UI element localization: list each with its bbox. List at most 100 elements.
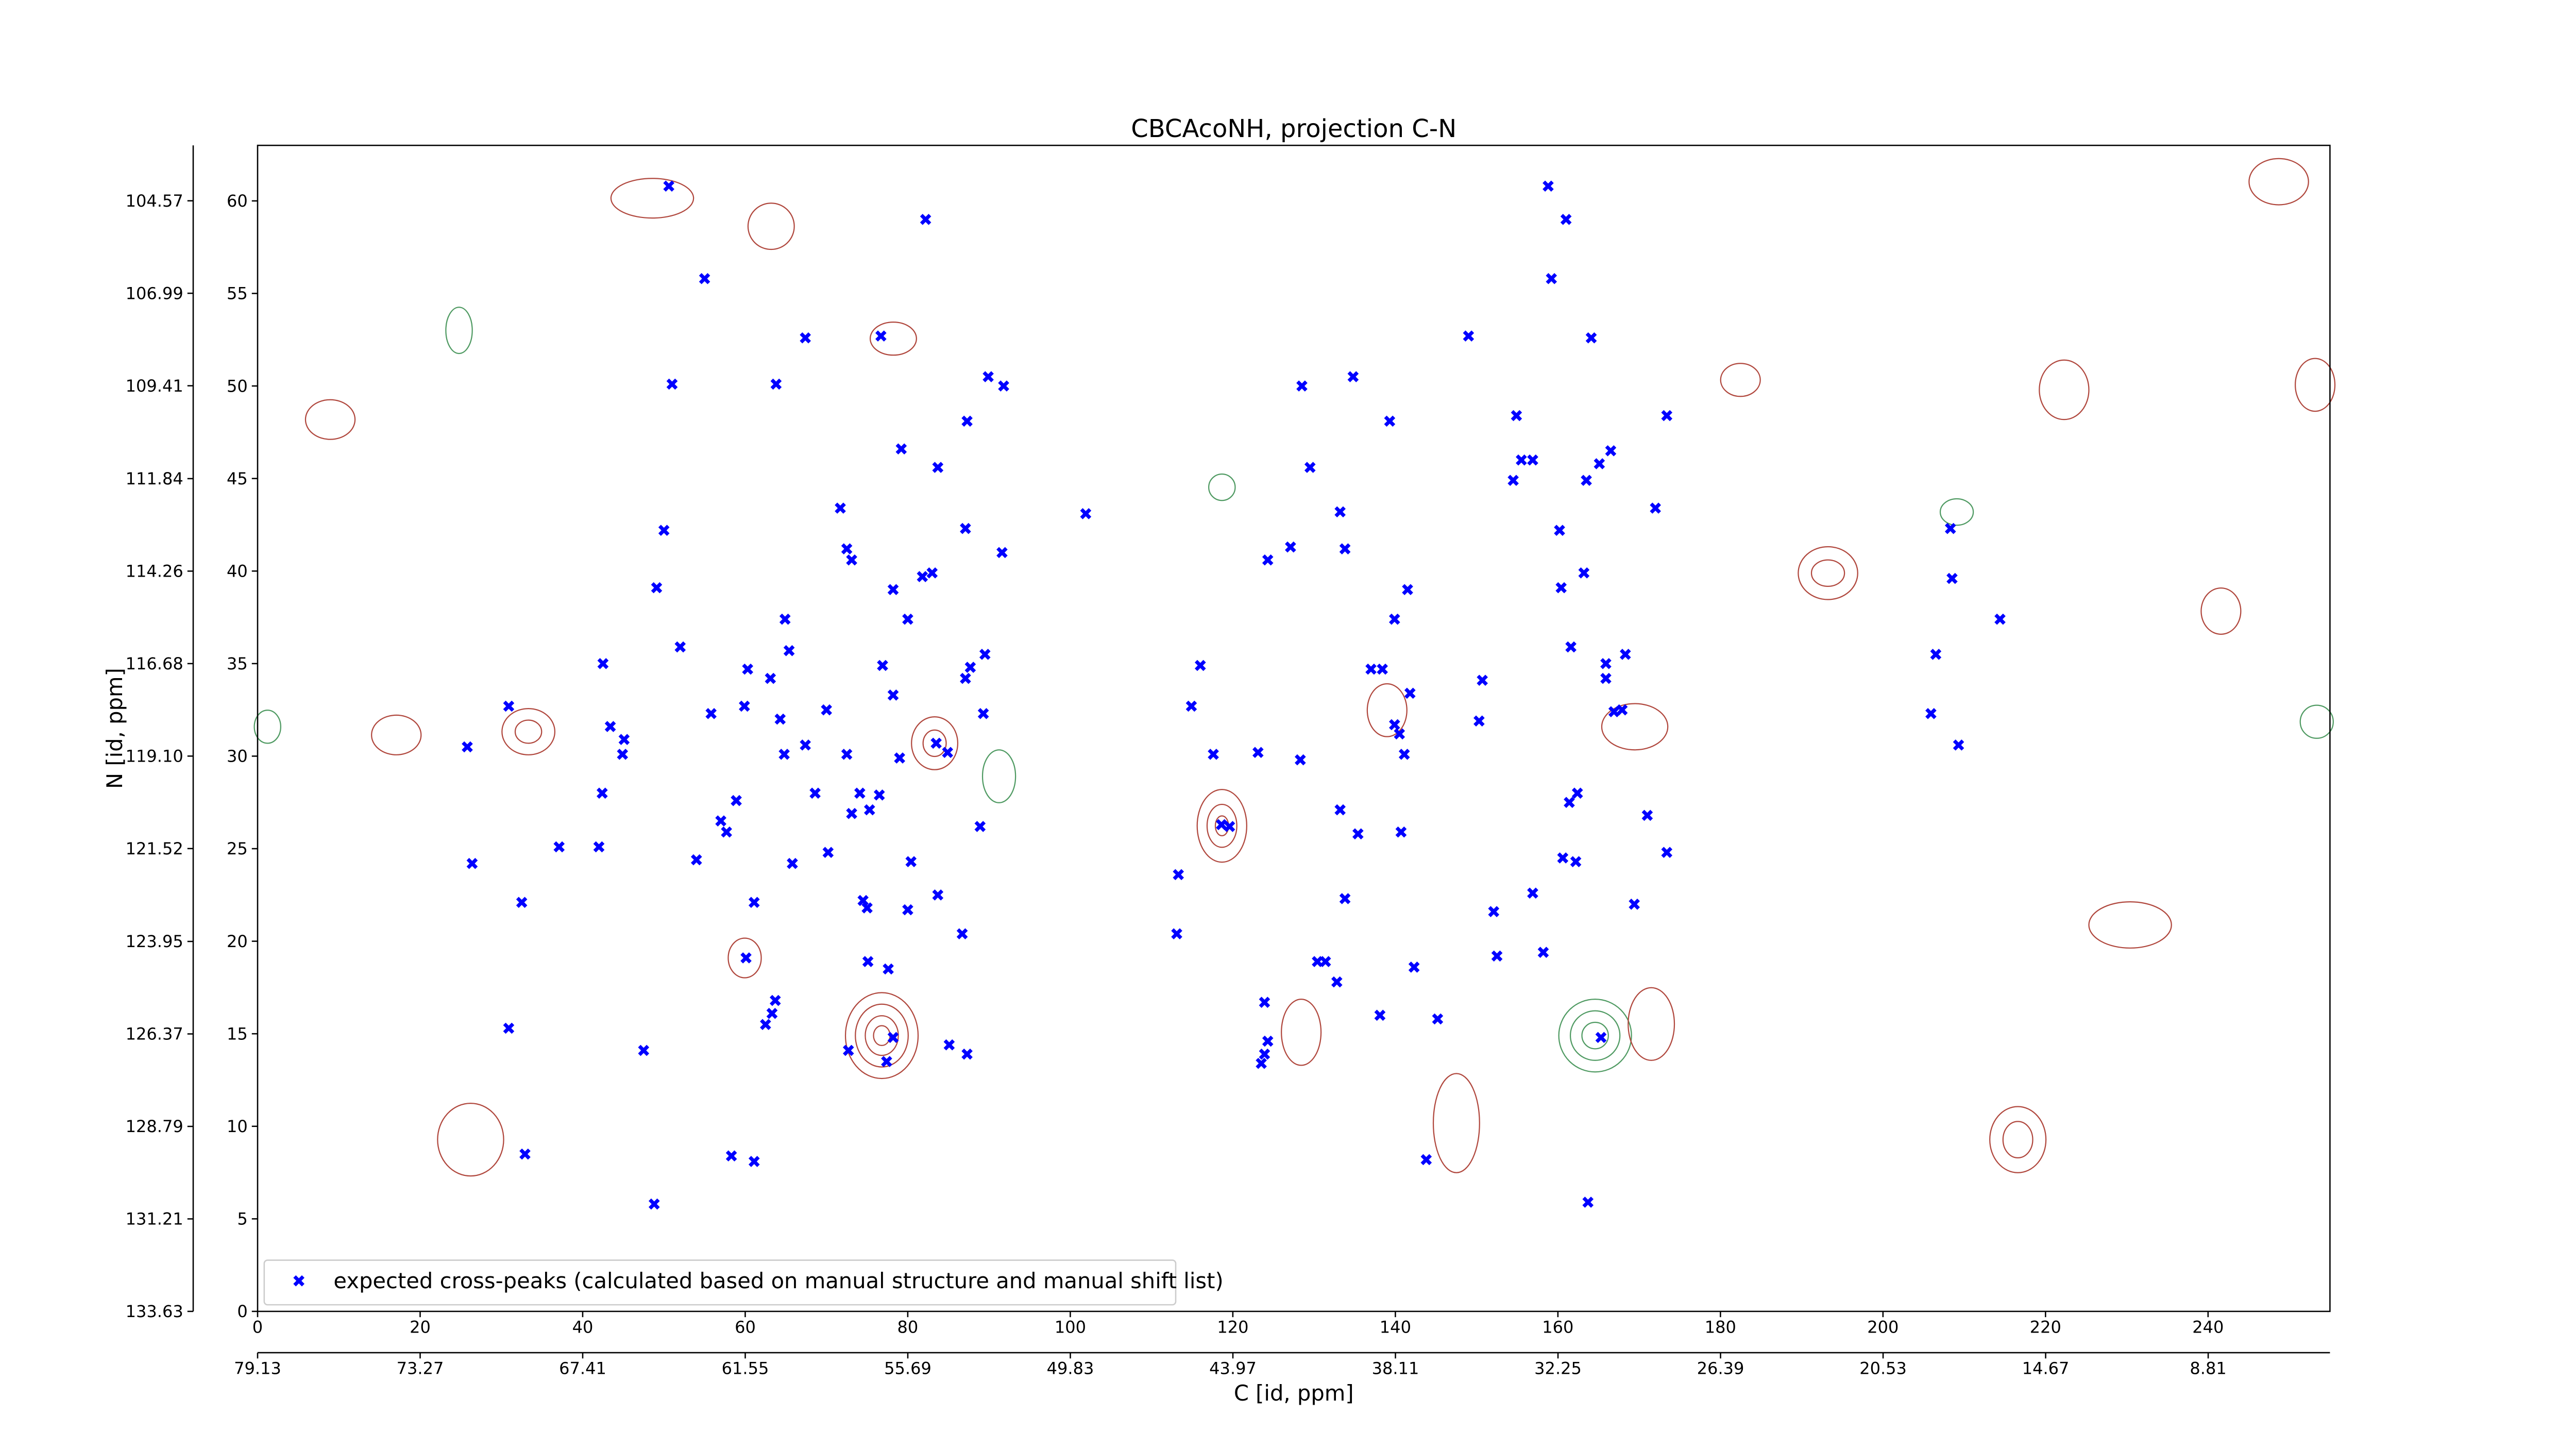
data-point xyxy=(503,1022,515,1034)
data-point xyxy=(765,672,776,684)
data-point xyxy=(1516,454,1527,466)
data-point xyxy=(1925,707,1937,719)
y2-tick-label: 104.57 xyxy=(126,191,183,211)
x2-tick-label: 79.13 xyxy=(234,1359,281,1378)
data-point xyxy=(1285,541,1296,553)
data-point xyxy=(974,821,986,832)
data-point xyxy=(748,897,760,908)
data-point xyxy=(1319,956,1331,967)
data-point xyxy=(1432,1013,1444,1025)
y2-tick-label: 128.79 xyxy=(126,1117,183,1136)
contour xyxy=(911,716,959,770)
data-point xyxy=(651,582,663,594)
x-tick-label: 220 xyxy=(2030,1318,2061,1337)
x2-tick-label: 43.97 xyxy=(1209,1359,1257,1378)
data-point xyxy=(1334,506,1346,518)
data-point xyxy=(1185,700,1197,712)
data-point xyxy=(862,956,874,967)
y2-tick-label: 114.26 xyxy=(126,562,183,581)
x-tick-label: 160 xyxy=(1542,1318,1573,1337)
y-tick-label: 20 xyxy=(227,932,248,951)
data-point xyxy=(1546,273,1557,284)
data-point xyxy=(920,213,931,225)
data-point xyxy=(1374,1009,1386,1021)
x-tick-label: 80 xyxy=(897,1318,919,1337)
data-point xyxy=(739,700,750,712)
data-point xyxy=(1252,747,1264,759)
data-point xyxy=(663,180,675,192)
data-point xyxy=(674,641,686,653)
y2-tick-label: 123.95 xyxy=(126,932,183,951)
y-tick-label: 5 xyxy=(237,1209,247,1229)
data-point xyxy=(1404,687,1416,699)
data-point xyxy=(1388,719,1400,731)
data-point xyxy=(932,889,944,901)
data-point xyxy=(956,928,968,940)
x2-tick-label: 26.39 xyxy=(1697,1359,1744,1378)
contour xyxy=(1569,1010,1621,1061)
data-point xyxy=(1582,1197,1594,1208)
data-point xyxy=(597,658,609,669)
data-point xyxy=(800,739,811,751)
y2-tick-label: 116.68 xyxy=(126,654,183,673)
data-point xyxy=(1661,847,1673,858)
y-tick-label: 35 xyxy=(227,654,248,673)
data-point xyxy=(1578,567,1590,579)
data-point xyxy=(1608,706,1620,718)
data-point xyxy=(926,567,938,579)
y-tick-label: 10 xyxy=(227,1117,248,1136)
data-point xyxy=(943,1039,955,1051)
y2-tick-label: 121.52 xyxy=(126,839,183,858)
data-point xyxy=(905,856,917,867)
data-point xyxy=(1304,462,1316,473)
data-point xyxy=(1365,663,1377,675)
data-point xyxy=(597,787,608,799)
contour xyxy=(1432,1073,1480,1173)
contour xyxy=(1989,1106,2047,1173)
data-point xyxy=(842,1044,854,1056)
x2-tick-label: 32.25 xyxy=(1534,1359,1582,1378)
data-point xyxy=(930,737,942,749)
x-axis-label: C [id, ppm] xyxy=(1234,1380,1354,1406)
data-point xyxy=(1347,371,1359,382)
contour xyxy=(2039,359,2090,420)
y2-tick-label: 106.99 xyxy=(126,283,183,303)
data-point xyxy=(1473,715,1485,727)
contour xyxy=(1196,789,1247,863)
data-point xyxy=(1262,554,1274,566)
data-point xyxy=(821,704,833,716)
data-point xyxy=(604,721,616,732)
data-point xyxy=(1394,728,1405,740)
data-point xyxy=(553,841,565,853)
x-tick-label: 20 xyxy=(410,1318,431,1337)
contour xyxy=(2299,704,2334,739)
data-point xyxy=(516,897,528,908)
data-point xyxy=(748,1156,760,1167)
contour xyxy=(981,749,1016,803)
data-point xyxy=(841,543,853,554)
data-point xyxy=(1408,962,1420,973)
data-point xyxy=(779,613,791,625)
plot-frame xyxy=(257,144,2331,1312)
data-point xyxy=(1930,649,1942,660)
y-tick-label: 55 xyxy=(227,284,248,304)
data-point xyxy=(1629,898,1640,910)
contour xyxy=(2248,158,2309,206)
data-point xyxy=(996,547,1008,559)
y2-tick-label: 111.84 xyxy=(126,469,183,488)
data-point xyxy=(766,1007,778,1019)
data-point xyxy=(809,787,821,799)
x-tick-label: 240 xyxy=(2192,1318,2224,1337)
data-point xyxy=(715,815,726,827)
contour xyxy=(2088,901,2172,949)
data-point xyxy=(875,330,887,342)
data-point xyxy=(1554,525,1565,536)
data-point xyxy=(742,663,754,675)
data-point xyxy=(658,525,670,536)
data-point xyxy=(1537,947,1549,958)
x2-tick-label: 20.53 xyxy=(1859,1359,1907,1378)
data-point xyxy=(503,700,515,712)
data-point xyxy=(1527,454,1538,466)
legend-label: expected cross-peaks (calculated based o… xyxy=(333,1268,1223,1293)
